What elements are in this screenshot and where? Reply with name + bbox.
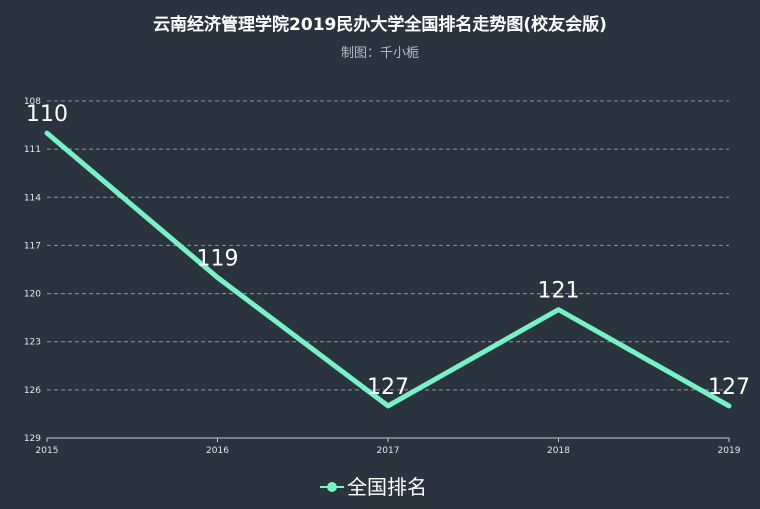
x-tick-label: 2019: [718, 446, 741, 456]
data-label: 110: [26, 102, 68, 127]
legend[interactable]: 全国排名: [320, 475, 427, 499]
y-tick-label: 117: [24, 241, 41, 251]
data-label: 127: [367, 375, 409, 400]
x-tick-label: 2016: [206, 446, 229, 456]
data-labels: 110 119 127 121 127: [26, 102, 750, 400]
x-tick-label: 2015: [36, 446, 59, 456]
y-tick-label: 123: [24, 338, 41, 348]
y-tick-label: 114: [24, 193, 41, 203]
data-label: 127: [708, 375, 750, 400]
legend-label: 全国排名: [347, 475, 427, 499]
data-label: 119: [197, 247, 239, 272]
x-tick-label: 2017: [377, 446, 400, 456]
chart-subtitle: 制图：千小栀: [341, 46, 419, 61]
y-tick-label: 126: [24, 386, 41, 396]
y-axis-ticks: 108 111 114 117 120 123 126 129: [24, 97, 41, 444]
y-tick-label: 111: [24, 145, 41, 155]
chart-title: 云南经济管理学院2019民办大学全国排名走势图(校友会版): [153, 14, 607, 35]
y-tick-label: 108: [24, 97, 41, 107]
y-tick-label: 129: [24, 434, 41, 444]
x-axis-ticks: 2015 2016 2017 2018 2019: [36, 438, 741, 456]
y-tick-label: 120: [24, 290, 41, 300]
data-label: 121: [538, 279, 580, 304]
x-tick-label: 2018: [547, 446, 570, 456]
series-line-national-rank: [44, 130, 732, 409]
legend-dot-icon: [327, 482, 337, 492]
